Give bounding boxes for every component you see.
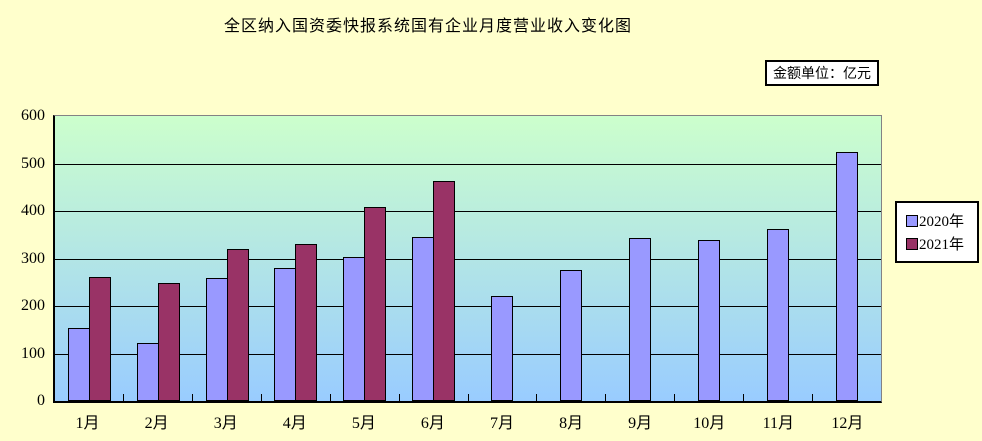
gridline-200 xyxy=(55,306,881,307)
legend-swatch-2020年 xyxy=(906,214,918,227)
bar-2020年-9月 xyxy=(629,237,652,401)
y-axis: 600 500 400 300 200 100 0 xyxy=(0,107,45,409)
unit-label: 金额单位：亿元 xyxy=(765,60,879,86)
x-axis-label-8月: 8月 xyxy=(559,415,584,432)
x-axis-label-2月: 2月 xyxy=(144,415,169,432)
x-axis-label-11月: 11月 xyxy=(762,415,795,432)
bar-2021年-5月 xyxy=(364,207,387,401)
x-axis-tick xyxy=(674,394,675,401)
x-axis-label-5月: 5月 xyxy=(351,415,376,432)
x-axis-tick xyxy=(261,394,262,401)
bar-2021年-1月 xyxy=(88,277,111,401)
legend-label: 2021年 xyxy=(919,237,965,253)
bar-2020年-2月 xyxy=(136,342,159,401)
bar-2020年-4月 xyxy=(274,268,297,401)
bar-2020年-11月 xyxy=(766,228,789,401)
x-axis-tick xyxy=(467,394,469,401)
x-axis-tick xyxy=(536,394,538,401)
y-axis-label-600: 600 xyxy=(21,107,45,124)
x-axis-tick xyxy=(605,394,607,401)
x-axis-label-10月: 10月 xyxy=(693,415,726,432)
bar-2021年-6月 xyxy=(433,180,456,401)
bar-2020年-7月 xyxy=(491,295,514,401)
x-axis-tick xyxy=(811,394,813,401)
x-axis-label-1月: 1月 xyxy=(75,415,100,432)
x-axis-tick xyxy=(329,394,331,401)
legend-swatch-2021年 xyxy=(906,237,918,250)
y-axis-label-200: 200 xyxy=(21,297,45,314)
gridline-400 xyxy=(55,211,881,212)
bar-2020年-8月 xyxy=(560,269,583,401)
x-axis-tick xyxy=(398,394,400,401)
x-axis-label-3月: 3月 xyxy=(213,415,238,432)
y-axis-label-100: 100 xyxy=(21,344,45,362)
bar-2020年-3月 xyxy=(205,277,228,401)
gridline-300 xyxy=(55,258,881,260)
legend: 2020年 2021年 xyxy=(895,201,979,263)
bar-2020年-1月 xyxy=(67,327,90,401)
legend-label: 2020年 xyxy=(919,214,965,230)
legend-item-2021年: 2021年 xyxy=(906,233,974,254)
x-axis-label-4月: 4月 xyxy=(282,415,307,432)
y-axis-label-500: 500 xyxy=(21,154,45,172)
x-axis: 1月 2月 3月 4月 5月 6月 7月 8月 9月 10月 11月 12月 xyxy=(53,409,882,433)
legend-item-2020年: 2020年 xyxy=(906,210,974,231)
x-axis-tick xyxy=(192,394,194,401)
bar-2020年-5月 xyxy=(343,257,366,401)
x-axis-label-7月: 7月 xyxy=(490,415,515,432)
bar-2021年-2月 xyxy=(157,282,180,401)
x-axis-tick xyxy=(742,394,744,401)
x-axis-label-12月: 12月 xyxy=(831,415,864,432)
chart-title: 全区纳入国资委快报系统国有企业月度营业收入变化图 xyxy=(223,18,632,35)
x-axis-label-6月: 6月 xyxy=(420,415,445,432)
bar-2021年-4月 xyxy=(295,244,318,401)
bar-2020年-12月 xyxy=(835,151,858,401)
gridline-100 xyxy=(55,353,881,355)
gridline-500 xyxy=(55,163,881,165)
x-axis-tick xyxy=(123,394,125,401)
y-axis-label-0: 0 xyxy=(37,392,45,409)
x-axis-label-9月: 9月 xyxy=(628,415,653,432)
bar-2020年-10月 xyxy=(697,240,720,401)
plot-area xyxy=(53,115,882,403)
y-axis-label-400: 400 xyxy=(21,202,45,219)
y-axis-label-300: 300 xyxy=(21,249,45,267)
bar-2021年-3月 xyxy=(226,249,249,401)
bar-2020年-6月 xyxy=(412,236,435,401)
